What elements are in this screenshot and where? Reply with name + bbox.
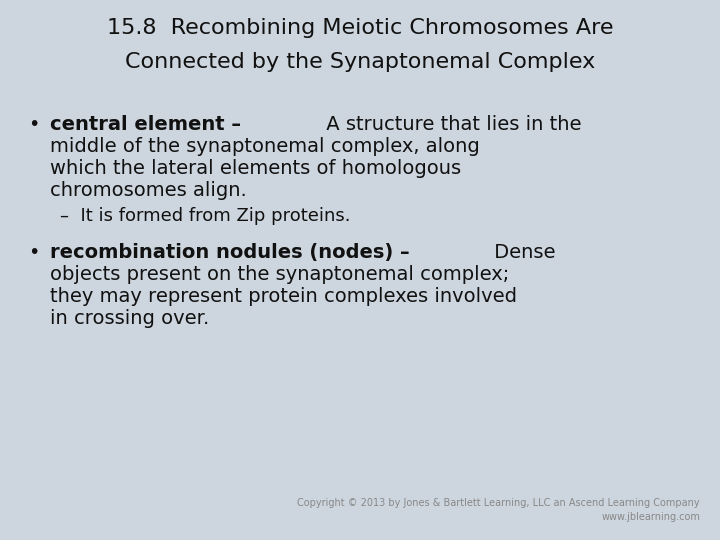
Text: chromosomes align.: chromosomes align. — [50, 181, 247, 200]
Text: –  It is formed from Zip proteins.: – It is formed from Zip proteins. — [60, 207, 351, 225]
Text: recombination nodules (nodes) –: recombination nodules (nodes) – — [50, 243, 410, 262]
Text: they may represent protein complexes involved: they may represent protein complexes inv… — [50, 287, 517, 306]
Text: Dense: Dense — [488, 243, 556, 262]
Text: A structure that lies in the: A structure that lies in the — [320, 115, 581, 134]
Text: 15.8  Recombining Meiotic Chromosomes Are: 15.8 Recombining Meiotic Chromosomes Are — [107, 18, 613, 38]
Text: •: • — [28, 243, 40, 262]
Text: which the lateral elements of homologous: which the lateral elements of homologous — [50, 159, 461, 178]
Text: objects present on the synaptonemal complex;: objects present on the synaptonemal comp… — [50, 265, 509, 284]
Text: Copyright © 2013 by Jones & Bartlett Learning, LLC an Ascend Learning Company
ww: Copyright © 2013 by Jones & Bartlett Lea… — [297, 498, 700, 522]
Text: •: • — [28, 115, 40, 134]
Text: middle of the synaptonemal complex, along: middle of the synaptonemal complex, alon… — [50, 137, 480, 156]
Text: Connected by the Synaptonemal Complex: Connected by the Synaptonemal Complex — [125, 52, 595, 72]
Text: in crossing over.: in crossing over. — [50, 309, 210, 328]
Text: central element –: central element – — [50, 115, 241, 134]
